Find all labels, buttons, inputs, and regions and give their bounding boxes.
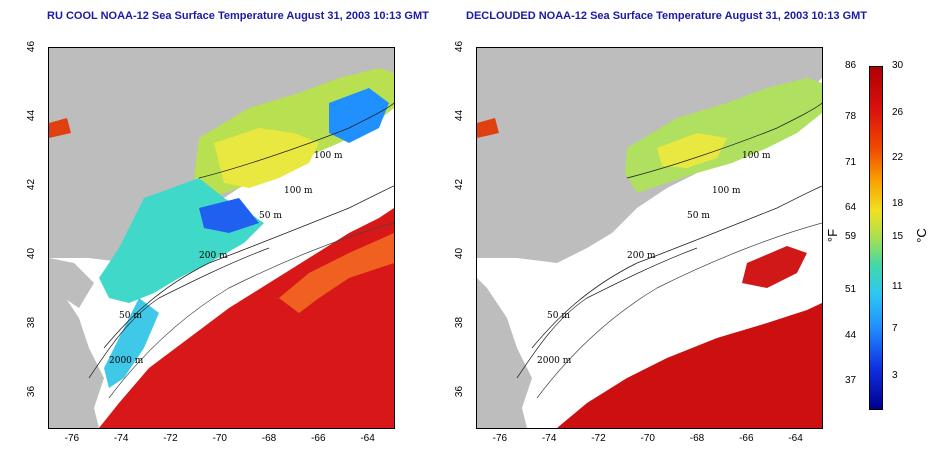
latitude-tick-label: 36 bbox=[26, 386, 38, 398]
contour-label: 50 m bbox=[547, 311, 570, 321]
contour-label: 50 m bbox=[259, 211, 282, 221]
celsius-unit-label: °C bbox=[913, 228, 929, 243]
contour-label: 2000 m bbox=[109, 356, 144, 366]
sst-warm-red bbox=[99, 208, 394, 428]
colorbar-fahrenheit-tick: 71 bbox=[845, 157, 857, 169]
longitude-tick-label: -76 bbox=[492, 433, 508, 444]
colorbar-celsius-tick: 7 bbox=[892, 323, 898, 335]
left-sst-map: 100 m 100 m 50 m 200 m 50 m 2000 m bbox=[48, 47, 395, 429]
depth-contour-50m bbox=[88, 247, 270, 379]
depth-contour-200m bbox=[531, 185, 822, 349]
longitude-tick-label: -74 bbox=[113, 433, 129, 444]
land-patch bbox=[477, 308, 517, 428]
latitude-tick-label: 46 bbox=[454, 40, 466, 53]
longitude-tick-label: -68 bbox=[261, 433, 277, 444]
colorbar-celsius-tick: 11 bbox=[892, 280, 903, 292]
longitude-tick-label: -70 bbox=[212, 433, 227, 444]
depth-contour-50m bbox=[516, 247, 698, 379]
depth-contour-200m bbox=[103, 185, 394, 349]
contour-label: 50 m bbox=[119, 311, 142, 321]
longitude-tick-label: -74 bbox=[541, 433, 557, 444]
depth-contour-2000m bbox=[108, 222, 394, 399]
latitude-tick-label: 44 bbox=[454, 110, 466, 122]
depth-contour-2000m bbox=[536, 222, 822, 399]
latitude-tick-label: 46 bbox=[26, 40, 38, 53]
depth-contour-100m bbox=[198, 102, 394, 179]
colorbar-fahrenheit-tick: 44 bbox=[845, 330, 857, 342]
longitude-tick-label: -64 bbox=[788, 433, 803, 444]
colorbar-fahrenheit-tick: 64 bbox=[845, 201, 857, 213]
latitude-tick-label: 36 bbox=[454, 386, 466, 398]
latitude-tick-label: 40 bbox=[454, 248, 466, 260]
contour-label: 200 m bbox=[199, 251, 228, 261]
colorbar-fahrenheit-tick: 86 bbox=[845, 60, 857, 71]
colorbar-celsius-tick: 26 bbox=[892, 107, 904, 119]
temperature-colorbar bbox=[869, 66, 883, 410]
sst-blue bbox=[329, 88, 389, 143]
right-map-canvas: 100 m 100 m 50 m 200 m 50 m 2000 m bbox=[477, 48, 822, 428]
longitude-tick-label: -68 bbox=[689, 433, 705, 444]
contour-label: 2000 m bbox=[537, 356, 572, 366]
colorbar-fahrenheit-tick: 51 bbox=[845, 284, 857, 295]
colorbar-fahrenheit-tick: 37 bbox=[845, 374, 857, 386]
colorbar-fahrenheit-tick: 78 bbox=[845, 110, 857, 122]
longitude-tick-label: -72 bbox=[591, 433, 606, 444]
sst-yellow bbox=[657, 133, 727, 168]
longitude-tick-label: -70 bbox=[640, 433, 655, 444]
depth-contour-100m bbox=[626, 102, 822, 179]
latitude-tick-label: 40 bbox=[26, 248, 38, 260]
sst-blue bbox=[199, 198, 259, 233]
colorbar-celsius-tick: 30 bbox=[892, 60, 904, 71]
longitude-tick-label: -76 bbox=[64, 433, 80, 444]
latitude-tick-label: 42 bbox=[454, 179, 466, 191]
contour-label: 50 m bbox=[687, 211, 710, 221]
right-map-title: DECLOUDED NOAA-12 Sea Surface Temperatur… bbox=[466, 10, 868, 22]
sst-cyan bbox=[104, 298, 159, 388]
latitude-tick-label: 38 bbox=[26, 317, 38, 329]
latitude-tick-label: 42 bbox=[26, 179, 38, 191]
land-patch bbox=[49, 258, 94, 308]
colorbar-celsius-tick: 15 bbox=[892, 231, 904, 242]
longitude-tick-label: -66 bbox=[739, 433, 754, 444]
latitude-tick-label: 44 bbox=[26, 110, 38, 122]
longitude-tick-label: -72 bbox=[163, 433, 178, 444]
sst-warm-orange bbox=[279, 233, 394, 313]
contour-label: 100 m bbox=[742, 151, 771, 161]
right-sst-map: 100 m 100 m 50 m 200 m 50 m 2000 m bbox=[476, 47, 823, 429]
sst-warm-red bbox=[49, 118, 71, 138]
latitude-tick-label: 38 bbox=[454, 317, 466, 329]
contour-label: 100 m bbox=[314, 151, 343, 161]
colorbar-celsius-tick: 22 bbox=[892, 151, 904, 163]
contour-label: 100 m bbox=[284, 186, 313, 196]
colorbar-celsius-tick: 18 bbox=[892, 197, 904, 209]
left-map-title: RU COOL NOAA-12 Sea Surface Temperature … bbox=[47, 10, 429, 22]
contour-label: 100 m bbox=[712, 186, 741, 196]
fahrenheit-unit-label: °F bbox=[825, 228, 841, 243]
sst-warm-red bbox=[557, 303, 822, 428]
colorbar-fahrenheit-tick: 59 bbox=[845, 231, 857, 242]
land-patch bbox=[49, 308, 89, 428]
left-map-canvas: 100 m 100 m 50 m 200 m 50 m 2000 m bbox=[49, 48, 394, 428]
longitude-tick-label: -66 bbox=[311, 433, 326, 444]
contour-label: 200 m bbox=[627, 251, 656, 261]
sst-warm-red bbox=[742, 246, 807, 288]
sst-warm-red bbox=[477, 118, 499, 138]
colorbar-celsius-tick: 3 bbox=[892, 369, 898, 381]
longitude-tick-label: -64 bbox=[360, 433, 375, 444]
